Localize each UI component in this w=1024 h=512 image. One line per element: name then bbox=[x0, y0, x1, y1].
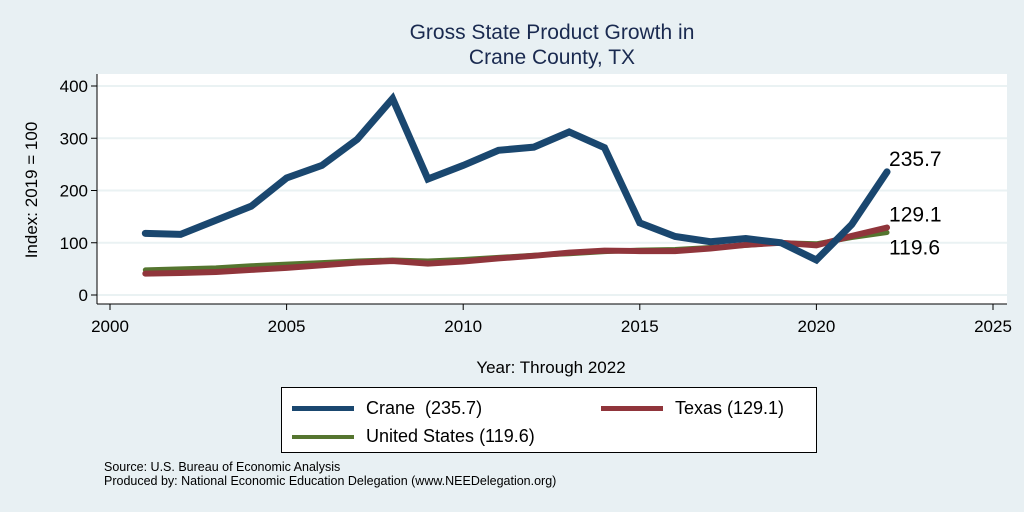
legend-swatch-us bbox=[292, 434, 354, 439]
end-label-united-states: 119.6 bbox=[889, 237, 940, 260]
y-tick-label: 0 bbox=[79, 286, 88, 305]
legend-item-us: United States (119.6) bbox=[292, 426, 535, 447]
y-tick-label: 300 bbox=[60, 129, 88, 148]
x-tick-label: 2015 bbox=[621, 317, 659, 336]
legend-swatch-texas bbox=[601, 406, 663, 411]
legend-item-texas: Texas (129.1) bbox=[601, 398, 784, 419]
x-tick-label: 2020 bbox=[797, 317, 835, 336]
legend-label-texas: Texas (129.1) bbox=[675, 398, 785, 418]
chart-title: Gross State Product Growth in bbox=[409, 21, 695, 44]
x-axis-label: Year: Through 2022 bbox=[476, 358, 625, 377]
chart-subtitle: Crane County, TX bbox=[468, 46, 636, 69]
source-note: Source: U.S. Bureau of Economic Analysis bbox=[104, 460, 341, 474]
legend-label-crane: Crane (235.7) bbox=[366, 398, 483, 418]
y-tick-label: 100 bbox=[60, 234, 88, 253]
produced-by-note: Produced by: National Economic Education… bbox=[104, 474, 557, 488]
legend-swatch-crane bbox=[292, 406, 354, 411]
x-tick-label: 2025 bbox=[974, 317, 1012, 336]
y-tick-label: 200 bbox=[60, 182, 88, 201]
legend: Crane (235.7) Texas (129.1) United State… bbox=[281, 387, 817, 453]
y-axis-label: Index: 2019 = 100 bbox=[22, 122, 41, 259]
x-tick-label: 2005 bbox=[268, 317, 306, 336]
end-label-crane: 235.7 bbox=[889, 148, 942, 171]
series-line-crane bbox=[141, 92, 891, 265]
x-tick-label: 2010 bbox=[444, 317, 482, 336]
end-label-texas: 129.1 bbox=[889, 204, 942, 227]
x-tick-label: 2000 bbox=[91, 317, 129, 336]
legend-item-crane: Crane (235.7) bbox=[292, 398, 482, 419]
legend-label-us: United States (119.6) bbox=[366, 426, 535, 446]
y-tick-label: 400 bbox=[60, 77, 88, 96]
